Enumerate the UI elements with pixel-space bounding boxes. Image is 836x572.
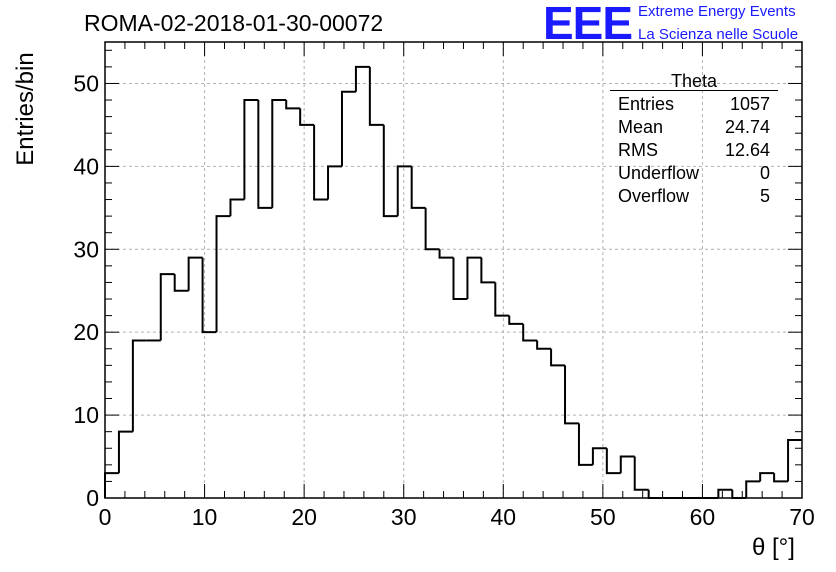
- x-axis-label: θ [°]: [752, 534, 795, 561]
- x-tick-label: 30: [391, 504, 417, 530]
- histogram-bin: [591, 447, 607, 465]
- histogram-bin: [466, 256, 482, 300]
- y-tick-label: 40: [73, 153, 99, 179]
- x-tick-label: 10: [192, 504, 218, 530]
- histogram-bin: [354, 65, 370, 92]
- x-tick-label: 60: [690, 504, 716, 530]
- histogram-bin: [187, 256, 203, 291]
- stats-divider: [610, 90, 778, 91]
- stats-label: Underflow: [618, 163, 700, 183]
- histogram-bin: [159, 273, 175, 341]
- histogram-bin: [550, 348, 566, 367]
- x-tick-label: 40: [490, 504, 516, 530]
- stats-label: Entries: [618, 94, 675, 114]
- histogram-bin: [340, 90, 356, 167]
- histogram-bin: [104, 472, 119, 498]
- histogram-bin: [633, 456, 649, 491]
- histogram-bin: [452, 257, 468, 301]
- histogram-bin: [619, 455, 635, 474]
- histogram-bin: [229, 198, 245, 217]
- y-tick-label: 50: [73, 70, 99, 96]
- histogram-bin: [577, 423, 593, 466]
- histogram-bin: [745, 480, 761, 498]
- x-tick-label: 0: [99, 504, 112, 530]
- logo-line-1: Extreme Energy Events: [638, 3, 796, 20]
- histogram-bin: [438, 249, 454, 259]
- stats-value: 5: [759, 186, 770, 206]
- stats-row-mean: Mean 24.74: [610, 116, 778, 139]
- histogram-bin: [131, 339, 147, 432]
- stats-label: Overflow: [618, 186, 690, 206]
- histogram-bin: [299, 108, 315, 126]
- histogram-bin: [494, 282, 510, 317]
- stats-row-overflow: Overflow 5: [610, 185, 778, 208]
- histogram-bin: [536, 340, 552, 350]
- histogram-bin: [313, 124, 329, 201]
- histogram-bin: [243, 99, 259, 200]
- histogram-bin: [731, 489, 747, 499]
- histogram-bin: [508, 315, 524, 325]
- histogram-bin: [647, 489, 663, 499]
- stats-label: Mean: [618, 117, 664, 137]
- stats-value: 0: [759, 163, 770, 183]
- chart-title: ROMA-02-2018-01-30-00072: [84, 10, 384, 36]
- stats-value: 1057: [729, 94, 770, 114]
- stats-value: 12.64: [724, 140, 770, 160]
- stats-value: 24.74: [724, 117, 770, 137]
- histogram-bin: [564, 365, 579, 425]
- y-tick-label: 20: [73, 319, 99, 345]
- stats-row-entries: Entries 1057: [610, 93, 778, 116]
- y-tick-label: 10: [73, 402, 99, 428]
- histogram-bin: [368, 66, 384, 126]
- histogram-bin: [410, 166, 426, 209]
- plot-frame: [104, 41, 803, 499]
- x-tick-label: 20: [291, 504, 317, 530]
- histogram-bin: [480, 257, 496, 284]
- stats-box: Theta Entries 1057 Mean 24.74 RMS 12.64 …: [610, 72, 778, 208]
- histogram-bin: [424, 207, 440, 251]
- histogram-bin: [327, 165, 342, 200]
- histogram-bin: [605, 448, 621, 475]
- histogram-bin: [522, 323, 538, 342]
- histogram-bin: [173, 274, 189, 292]
- histogram-bin: [396, 165, 412, 217]
- histogram-bin: [382, 124, 398, 218]
- x-tick-label: 50: [590, 504, 616, 530]
- histogram-bin: [787, 438, 802, 482]
- y-tick-label: 0: [86, 485, 99, 511]
- stats-row-rms: RMS 12.64: [610, 139, 778, 162]
- histogram-bin: [201, 257, 217, 334]
- histogram-bin: [257, 100, 273, 209]
- histogram-bin: [773, 473, 789, 483]
- histogram-bin: [717, 488, 733, 498]
- x-tick-label: 70: [789, 504, 815, 530]
- stats-title: Theta: [670, 71, 718, 91]
- histogram-bin: [215, 215, 231, 333]
- histogram-bin: [271, 99, 287, 208]
- histogram-bin: [759, 472, 775, 482]
- stats-label: RMS: [618, 140, 658, 160]
- y-tick-label: 30: [73, 236, 99, 262]
- eee-logo: EEE: [543, 0, 633, 49]
- stats-row-underflow: Underflow 0: [610, 162, 778, 185]
- histogram-bin: [285, 100, 301, 110]
- histogram-bin: [117, 430, 133, 474]
- logo-line-2: La Scienza nelle Scuole: [638, 26, 799, 43]
